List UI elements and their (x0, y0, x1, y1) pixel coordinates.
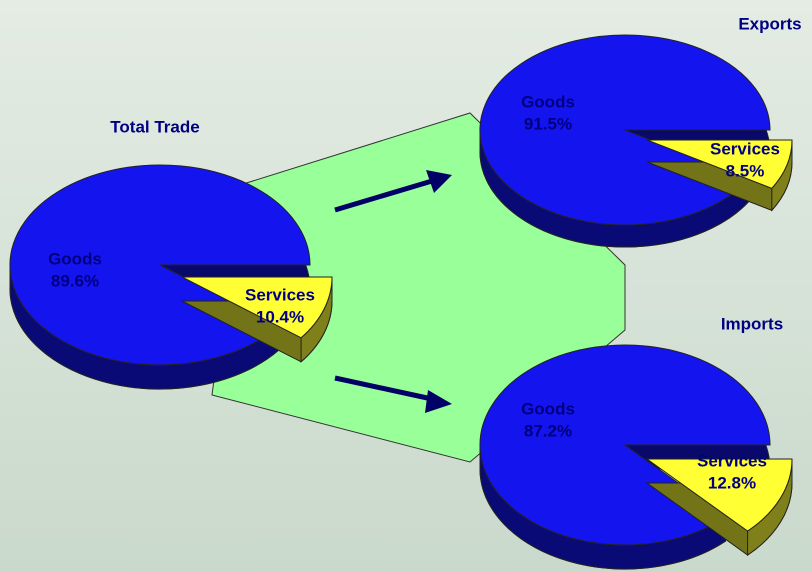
slice (181, 276, 333, 339)
value-label: 12.8% (708, 473, 756, 492)
value-label: 87.2% (524, 421, 572, 440)
slice-label: Goods (48, 249, 102, 268)
slice-group (645, 458, 793, 556)
pie: Imports Goods 87.2% Services 12.8% (479, 314, 793, 570)
pie-title: Total Trade (110, 117, 199, 136)
slice-label: Goods (521, 399, 575, 418)
pie: Exports Goods 91.5% Services 8.5% (479, 14, 802, 248)
slice (645, 458, 793, 532)
value-label: 91.5% (524, 114, 572, 133)
slice (479, 344, 771, 546)
slice (646, 139, 793, 189)
value-label: 89.6% (51, 271, 99, 290)
value-label: 8.5% (726, 161, 765, 180)
slice-label: Services (710, 139, 780, 158)
slice-label: Goods (521, 92, 575, 111)
pies: Total Trade Goods 89.6% Services 10.4% Export… (9, 14, 802, 570)
pie: Total Trade Goods 89.6% Services 10.4% (9, 117, 333, 390)
slice-group (646, 139, 793, 212)
arrow-head (426, 170, 452, 193)
arrow (334, 375, 433, 402)
pie-title: Exports (738, 14, 801, 33)
slice-label: Services (245, 285, 315, 304)
value-label: 10.4% (256, 307, 304, 326)
arrow-head (425, 390, 452, 413)
arrow (334, 178, 433, 213)
slice-group (181, 276, 333, 363)
slice-group (479, 344, 771, 570)
pie-title: Imports (721, 314, 783, 333)
slice-label: Services (697, 451, 767, 470)
arrows (334, 170, 452, 413)
